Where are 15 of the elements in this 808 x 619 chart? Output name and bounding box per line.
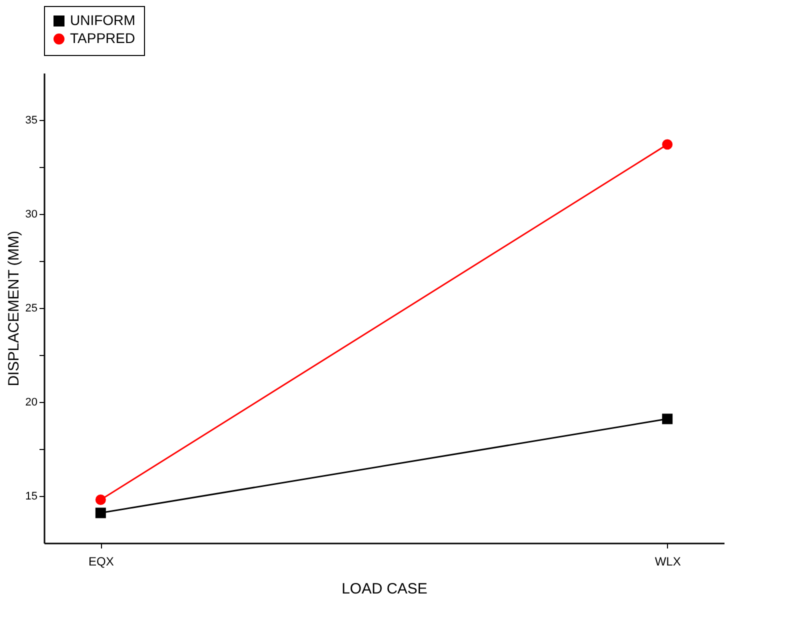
legend-label: UNIFORM xyxy=(70,12,136,28)
y-tick-label: 35 xyxy=(25,114,38,126)
point xyxy=(662,414,673,424)
y-tick-label: 30 xyxy=(25,208,38,220)
x-tick-label: EQX xyxy=(88,554,114,568)
x-axis-title: LOAD CASE xyxy=(342,580,428,598)
y-axis-title: DISPLACEMENT (MM) xyxy=(5,230,22,386)
point xyxy=(95,508,106,518)
y-tick-label: 25 xyxy=(25,302,38,314)
point xyxy=(662,139,673,150)
point xyxy=(95,494,106,505)
y-tick-label: 15 xyxy=(25,490,38,502)
legend-label: TAPPRED xyxy=(70,30,136,46)
x-tick-label: WLX xyxy=(654,554,681,568)
y-tick-label: 20 xyxy=(25,396,38,408)
